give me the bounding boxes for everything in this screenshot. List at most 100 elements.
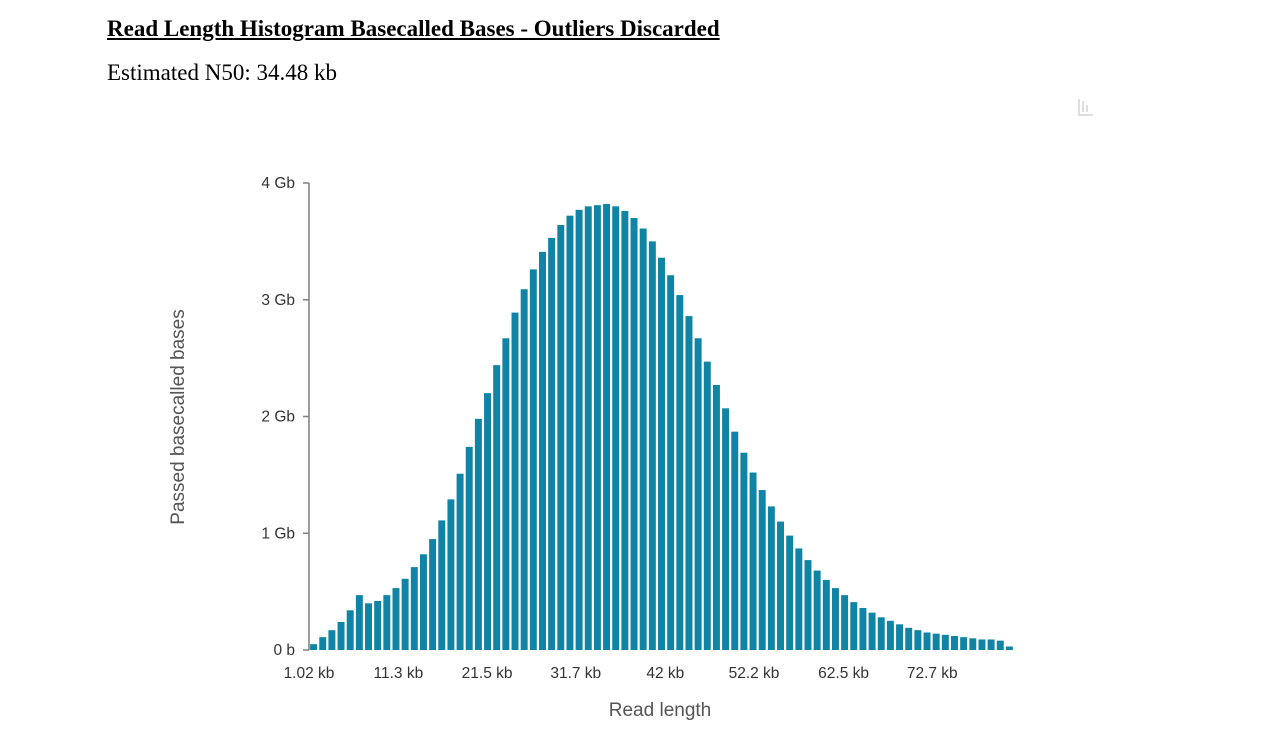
histogram-bar (355, 595, 363, 650)
histogram-bar (456, 473, 464, 650)
histogram-bar (520, 289, 528, 650)
histogram-bar (328, 630, 336, 650)
histogram-bar (484, 393, 492, 650)
histogram-bar (502, 338, 510, 650)
histogram-bar (886, 620, 894, 650)
histogram-bar (575, 209, 583, 651)
histogram-bar (859, 607, 867, 650)
histogram-bar (410, 567, 418, 650)
histogram-bar (703, 361, 711, 650)
histogram-bar (685, 316, 693, 650)
histogram-bar (960, 637, 968, 650)
histogram-bar (896, 624, 904, 650)
histogram-bar (831, 588, 839, 650)
histogram-bar (667, 275, 675, 650)
n50-label: Estimated N50: (107, 60, 251, 85)
x-tick-label: 21.5 kb (462, 665, 513, 682)
histogram-bar (648, 241, 656, 650)
x-axis: 1.02 kb 11.3 kb 21.5 kb 31.7 kb 42 kb 52.2 kb… (284, 665, 958, 682)
histogram-bar (584, 206, 592, 650)
x-tick-label: 1.02 kb (284, 665, 335, 682)
histogram-bar (365, 603, 372, 650)
histogram-bar (951, 635, 958, 650)
histogram-bar (795, 548, 803, 650)
report-title: Read Length Histogram Basecalled Bases -… (107, 16, 720, 41)
histogram-bar (841, 595, 849, 650)
histogram-bar (593, 205, 601, 650)
histogram-bar (923, 632, 931, 650)
histogram-bar (465, 446, 473, 650)
chart-tool-icon[interactable] (1076, 97, 1096, 119)
n50-summary: Estimated N50: 34.48 kb (107, 60, 337, 86)
y-axis-title: Passed basecalled bases (168, 309, 189, 524)
y-tick-label: 1 Gb (261, 525, 295, 542)
histogram-bar (566, 215, 574, 650)
histogram-bar (401, 578, 409, 650)
histogram-bar (996, 640, 1004, 650)
histogram-bar (474, 418, 482, 650)
histogram-bar (447, 499, 455, 650)
histogram-bar (630, 218, 638, 650)
histogram-bar (941, 634, 949, 650)
histogram-bar (850, 602, 858, 650)
x-tick-label: 62.5 kb (818, 665, 869, 682)
y-tick-label: 4 Gb (261, 175, 295, 192)
histogram-bar (877, 617, 885, 650)
histogram-bar (676, 295, 684, 650)
histogram-bar (731, 431, 739, 650)
histogram-bar (813, 570, 821, 650)
y-tick-label: 0 b (273, 642, 295, 659)
histogram-bar (310, 644, 318, 650)
histogram-bar (969, 638, 977, 650)
histogram-bar (722, 408, 730, 650)
histogram-bar (557, 225, 565, 650)
histogram-bar (438, 520, 446, 650)
histogram-bar (603, 204, 611, 650)
y-tick-label: 2 Gb (261, 409, 295, 426)
histogram-bar (694, 338, 702, 650)
histogram-bar (639, 228, 647, 650)
histogram-bar (383, 595, 391, 650)
x-axis-title: Read length (609, 700, 711, 721)
histogram-bar (429, 539, 437, 650)
histogram-bar (658, 257, 665, 650)
histogram-bar (511, 312, 519, 650)
histogram-bar (905, 627, 913, 650)
histogram-bar (1005, 646, 1013, 650)
histogram-bar (392, 588, 400, 650)
histogram-bar (767, 506, 775, 650)
histogram-bar (419, 554, 427, 650)
histogram-bar (740, 452, 748, 650)
histogram-bar (319, 637, 327, 650)
histogram-bar (712, 384, 720, 650)
x-tick-label: 42 kb (646, 665, 684, 682)
histogram-bar (374, 600, 382, 650)
x-tick-label: 11.3 kb (374, 665, 424, 682)
y-tick-label: 3 Gb (261, 292, 295, 309)
histogram-bar (529, 269, 537, 650)
histogram-bar (786, 535, 794, 650)
x-tick-label: 52.2 kb (729, 665, 780, 682)
histogram-bar (987, 639, 995, 650)
histogram-bar (337, 621, 345, 650)
histogram-bar (621, 211, 629, 650)
histogram-bar (346, 610, 354, 650)
histogram-bars (310, 204, 1013, 651)
histogram-bar (932, 633, 940, 650)
histogram-bar (868, 612, 876, 650)
histogram-bar (804, 560, 812, 650)
x-tick-label: 72.7 kb (907, 665, 958, 682)
histogram-bar (914, 630, 922, 650)
histogram-bar (493, 365, 501, 650)
histogram-bar (612, 206, 620, 650)
histogram-bar (777, 521, 785, 650)
x-tick-label: 31.7 kb (550, 665, 601, 682)
histogram-bar (758, 490, 766, 650)
histogram-bar (978, 639, 986, 650)
histogram-bar (822, 579, 830, 650)
histogram-bar (749, 472, 757, 650)
n50-value: 34.48 kb (256, 60, 337, 85)
histogram-bar (538, 251, 546, 650)
histogram-bar (548, 237, 556, 650)
